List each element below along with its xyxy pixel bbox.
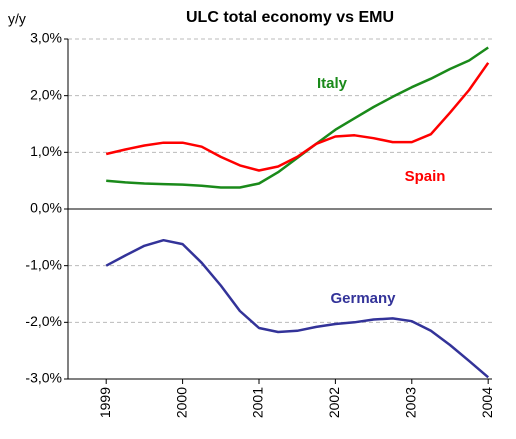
series-line: [106, 46, 489, 189]
y-tick-label: -3,0%: [25, 370, 62, 386]
y-tick-label: -2,0%: [25, 313, 62, 329]
y-tick-label: 3,0%: [30, 30, 62, 46]
x-tick-label: 2004: [479, 387, 495, 418]
series-line: [105, 62, 490, 172]
y-tick-label: 2,0%: [30, 86, 62, 102]
series-label: Germany: [330, 290, 396, 307]
chart-title: ULC total economy vs EMU: [186, 9, 394, 26]
y-tick-label: 0,0%: [30, 200, 62, 216]
y-axis-label: y/y: [8, 11, 26, 27]
x-tick-label: 1999: [97, 387, 113, 418]
x-tick-label: 2002: [326, 387, 342, 418]
series-line: [105, 238, 490, 379]
series-label: Spain: [405, 168, 446, 185]
x-tick-label: 2001: [250, 387, 266, 418]
series-label: Italy: [317, 75, 348, 92]
x-tick-label: 2003: [402, 387, 418, 418]
x-tick-label: 2000: [173, 387, 189, 418]
y-tick-label: -1,0%: [25, 256, 62, 272]
y-tick-label: 1,0%: [30, 143, 62, 159]
